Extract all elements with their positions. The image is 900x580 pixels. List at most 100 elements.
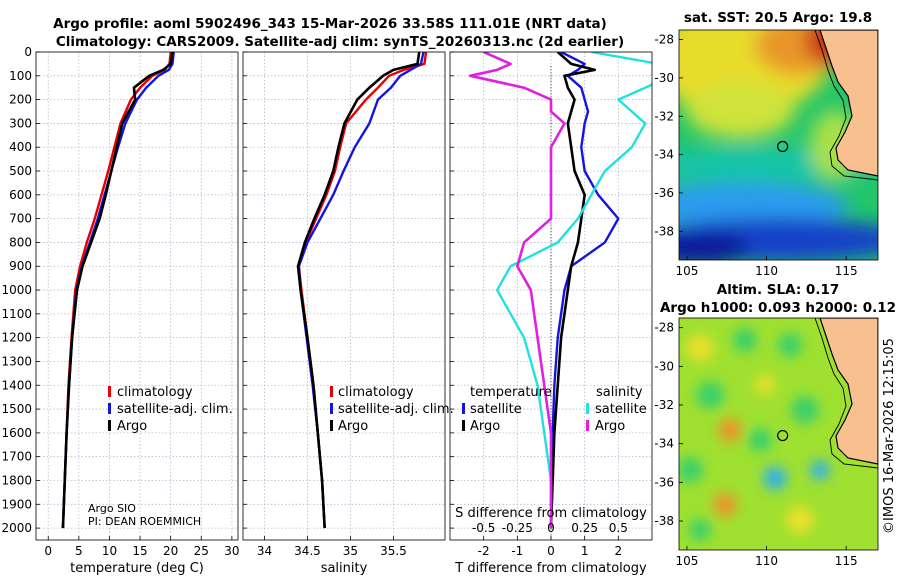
legend-header-salinity: salinity (596, 385, 643, 400)
x-tick-label: 15 (132, 544, 147, 558)
x-tick-label: -2 (478, 544, 490, 558)
sla-map-title: Altim. SLA: 0.17 (717, 282, 839, 298)
y-tick-label: 0 (24, 45, 32, 59)
plot-frame (242, 51, 446, 541)
lat-tick-label: -34 (654, 437, 674, 451)
x-tick-label: 1 (581, 544, 589, 558)
s-tick-label: 0.25 (571, 521, 598, 535)
lon-tick-label: 110 (755, 264, 778, 278)
lon-tick-label: 115 (835, 264, 858, 278)
x-tick-label: 0 (547, 544, 555, 558)
lat-tick-label: -38 (654, 514, 674, 528)
s-tick-label: 0 (547, 521, 555, 535)
x-tick-label: 30 (224, 544, 239, 558)
lon-tick-label: 115 (835, 554, 858, 568)
argo-institution-note: Argo SIO (88, 502, 136, 515)
y-tick-label: 700 (9, 212, 32, 226)
sst-map-title: sat. SST: 20.5 Argo: 19.8 (684, 10, 872, 26)
legend-label-satellite: satellite-adj. clim. (338, 402, 454, 417)
shelf-contour (814, 318, 878, 469)
x-tick-label: 10 (102, 544, 117, 558)
y-tick-label: 900 (9, 259, 32, 273)
y-tick-label: 1200 (1, 331, 32, 345)
lat-tick-label: -28 (654, 321, 674, 335)
series-line-t-satellite (549, 52, 620, 529)
y-tick-label: 2000 (1, 521, 32, 535)
x-tick-label: 25 (194, 544, 209, 558)
plot-frame (449, 51, 653, 541)
difference-legend: temperature salinity satellite Argo sate… (462, 385, 647, 434)
legend-label-climatology: climatology (338, 385, 414, 400)
x-tick-label: 2 (615, 544, 623, 558)
legend-swatch-satellite (108, 403, 111, 414)
y-tick-label: 600 (9, 188, 32, 202)
legend-swatch-climatology (108, 386, 111, 397)
y-tick-label: 1800 (1, 473, 32, 487)
legend-label-s-satellite: satellite (595, 402, 647, 417)
legend-swatch-s-satellite (586, 403, 589, 414)
series-line-s-satellite (495, 52, 652, 529)
y-tick-label: 1600 (1, 426, 32, 440)
y-tick-label: 1400 (1, 378, 32, 392)
lat-tick-label: -36 (654, 475, 674, 489)
land-mass (819, 30, 878, 177)
series-line-argo (61, 52, 174, 529)
lon-tick-label: 105 (676, 554, 699, 568)
series-line-argo (296, 52, 421, 529)
s-tick-label: 0.5 (609, 521, 628, 535)
plot-frame (35, 51, 239, 541)
s-tick-label: -0.25 (502, 521, 533, 535)
legend-label-t-argo: Argo (470, 419, 500, 434)
y-tick-label: 1000 (1, 283, 32, 297)
legend-label-argo: Argo (338, 419, 368, 434)
x-tick-label: 34 (257, 544, 272, 558)
salinity-panel: 34 34.5 35 35.5 salinity (242, 51, 446, 576)
legend-label-satellite: satellite-adj. clim. (117, 402, 233, 417)
x-axis-label: T difference from climatology (454, 561, 647, 576)
s-tick-label: -0.5 (472, 521, 495, 535)
figure-title-line1: Argo profile: aoml 5902496_343 15-Mar-20… (53, 16, 607, 32)
land-mass (819, 318, 878, 465)
x-tick-label: 34.5 (294, 544, 321, 558)
x-tick-label: 20 (163, 544, 178, 558)
sst-map: sat. SST: 20.5 Argo: 19.8 105 110 115 -28 -3… (654, 10, 879, 278)
y-tick-label: 1500 (1, 402, 32, 416)
y-tick-label: 1100 (1, 307, 32, 321)
imos-stamp: ©IMOS 16-Mar-2026 12:15:05 (882, 338, 897, 534)
y-tick-label: 1700 (1, 450, 32, 464)
figure-title-line2: Climatology: CARS2009. Satellite-adj cli… (56, 34, 624, 50)
sla-map: Altim. SLA: 0.17 Argo h1000: 0.093 h2000… (654, 282, 896, 568)
lat-tick-label: -36 (654, 186, 674, 200)
x-tick-label: 0 (44, 544, 52, 558)
x-tick-label: 35 (343, 544, 358, 558)
x-tick-label: -1 (511, 544, 523, 558)
legend-header-temperature: temperature (470, 385, 552, 400)
y-tick-label: 800 (9, 235, 32, 249)
salinity-legend: climatology satellite-adj. clim. Argo (330, 385, 454, 434)
difference-panel: -2 -1 0 1 2 T difference from climatology S di… (449, 51, 653, 576)
lon-tick-label: 105 (676, 264, 699, 278)
y-tick-label: 1900 (1, 497, 32, 511)
y-tick-label: 300 (9, 116, 32, 130)
lat-tick-label: -32 (654, 109, 674, 123)
lat-tick-label: -28 (654, 33, 674, 47)
y-tick-label: 400 (9, 140, 32, 154)
series-line-t-argo (549, 52, 597, 529)
legend-swatch-s-argo (586, 420, 589, 431)
argo-pi-note: PI: DEAN ROEMMICH (88, 515, 201, 528)
legend-swatch-t-argo (462, 420, 465, 431)
legend-label-argo: Argo (117, 419, 147, 434)
plot-area (36, 52, 238, 540)
legend-swatch-argo (108, 420, 111, 431)
x-axis-label: salinity (321, 561, 368, 576)
float-position-marker (777, 140, 789, 153)
y-tick-label: 200 (9, 93, 32, 107)
x-axis-label: temperature (deg C) (70, 561, 204, 576)
legend-swatch-argo (330, 420, 333, 431)
legend-swatch-t-satellite (462, 403, 465, 414)
temperature-legend: climatology satellite-adj. clim. Argo (108, 385, 233, 434)
shelf-contour (814, 30, 878, 181)
legend-swatch-satellite (330, 403, 333, 414)
y-tick-label: 1300 (1, 354, 32, 368)
lon-tick-label: 110 (755, 554, 778, 568)
